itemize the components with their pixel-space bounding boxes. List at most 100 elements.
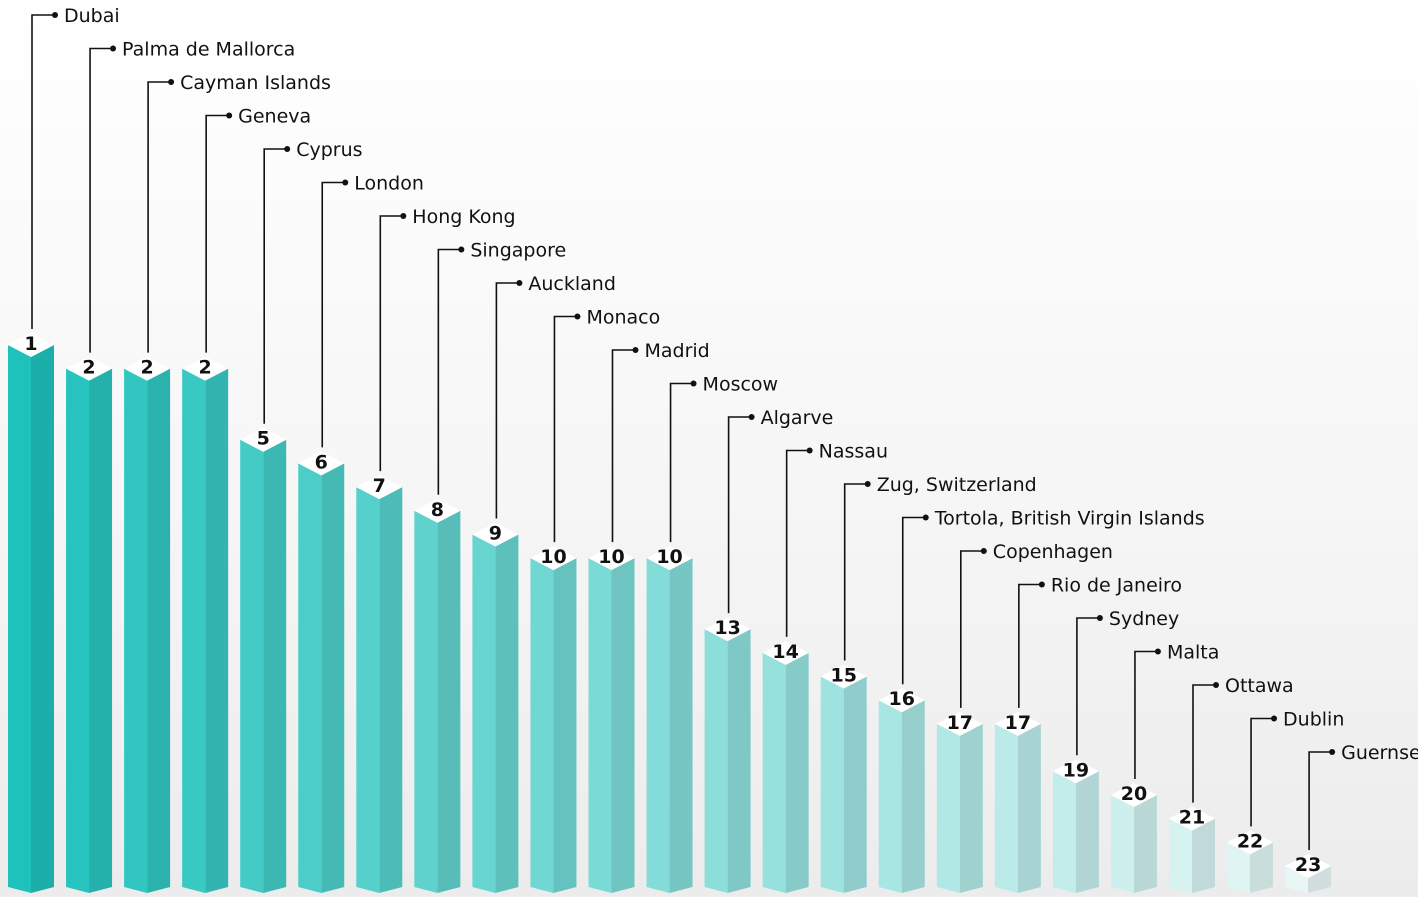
rank-value-label: 19 (1063, 759, 1089, 781)
leader-dot (806, 447, 813, 454)
bar-face-left (1169, 818, 1192, 893)
bar-15 (820, 664, 867, 893)
bar-face-left (182, 368, 206, 893)
bar-face-right (901, 700, 925, 893)
leader-dot (1329, 749, 1336, 755)
bar-11 (588, 546, 635, 893)
bar-top-cap (66, 356, 113, 381)
leader-dot (1096, 615, 1103, 621)
bar-face-right (437, 510, 461, 893)
rank-value-label: 17 (1005, 712, 1031, 734)
bar-20 (1110, 782, 1157, 893)
bar-18 (994, 711, 1041, 893)
rank-value-label: 9 (489, 522, 502, 544)
city-label: Guernsey (1341, 742, 1418, 764)
leader-line (669, 382, 693, 543)
bar-22 (1227, 830, 1274, 893)
bar-face-right (495, 534, 519, 893)
leader-line (495, 282, 519, 519)
leader-dot (980, 548, 987, 554)
city-label: Dublin (1283, 709, 1344, 731)
rank-value-label: 5 (257, 428, 270, 450)
leader-dot (1271, 715, 1278, 722)
bar-face-left (936, 723, 960, 893)
bar-top-cap (356, 475, 403, 500)
city-label: Rio de Janeiro (1051, 575, 1182, 597)
bar-face-right (1075, 771, 1099, 893)
city-label: Nassau (819, 441, 888, 463)
leader-dot (922, 514, 929, 521)
bar-face-left (8, 345, 31, 893)
bar-face-right (1308, 866, 1332, 893)
bar-top-cap (124, 356, 171, 381)
bar-face-left (298, 463, 322, 893)
bar-face-right (1250, 842, 1274, 893)
leader-line (1076, 617, 1099, 756)
leader-dot (516, 280, 523, 286)
bar-3 (124, 356, 171, 893)
bar-10 (530, 546, 577, 893)
leader-dot (1154, 648, 1161, 655)
leader-dot (284, 146, 291, 152)
bar-face-right (379, 487, 403, 893)
bar-face-right (553, 558, 577, 893)
leader-dot (110, 45, 117, 52)
bar-1 (8, 333, 54, 893)
leader-line (1018, 583, 1041, 708)
leader-line (31, 14, 54, 329)
bar-top-cap (240, 427, 287, 452)
leader-dot (1213, 682, 1219, 688)
bar-21 (1169, 806, 1215, 893)
bar-face-left (414, 510, 438, 893)
leader-line (553, 315, 577, 543)
leader-line (1250, 717, 1274, 827)
bar-7 (356, 475, 403, 893)
leader-dot (748, 414, 755, 420)
bar-face-left (704, 629, 728, 893)
bar-face-left (646, 558, 670, 893)
bar-face-right (89, 368, 113, 893)
bar-face-left (240, 439, 264, 893)
city-label: Cayman Islands (180, 72, 331, 94)
bar-face-left (1052, 771, 1076, 893)
rank-value-label: 22 (1237, 830, 1263, 852)
city-label: London (354, 173, 424, 195)
bar-face-left (1285, 866, 1309, 893)
bar-face-right (1192, 818, 1215, 893)
bar-top-cap (8, 333, 54, 357)
city-label: Zug, Switzerland (877, 474, 1037, 496)
bar-face-right (1017, 723, 1041, 893)
rank-value-label: 2 (199, 357, 212, 379)
rank-value-label: 8 (431, 499, 444, 521)
bar-14 (762, 640, 809, 893)
bar-face-right (785, 652, 809, 893)
leader-dot (1038, 581, 1045, 588)
leader-dot (690, 380, 697, 387)
rank-value-label: 1 (24, 333, 37, 355)
bar-19 (1052, 759, 1099, 893)
city-label: Geneva (238, 106, 311, 128)
bar-top-cap (820, 664, 867, 689)
bar-face-right (959, 723, 983, 893)
city-label: Singapore (470, 240, 566, 262)
bar-face-right (611, 558, 635, 893)
bar-face-left (588, 558, 612, 893)
city-label: Palma de Mallorca (122, 39, 295, 61)
bar-face-right (263, 439, 287, 893)
bar-23 (1285, 854, 1332, 893)
leader-dot (52, 12, 58, 18)
rank-value-label: 10 (540, 546, 566, 568)
city-label: Malta (1167, 642, 1219, 664)
bar-top-cap (704, 617, 751, 642)
rank-value-label: 20 (1121, 783, 1147, 805)
bar-face-right (147, 368, 171, 893)
bar-face-left (820, 676, 844, 893)
city-label: Copenhagen (993, 541, 1113, 563)
leader-line (147, 81, 171, 353)
bar-5 (240, 427, 287, 893)
bar-8 (414, 498, 461, 893)
leader-line (379, 215, 403, 472)
bar-face-left (124, 368, 148, 893)
city-label: Madrid (645, 340, 710, 362)
